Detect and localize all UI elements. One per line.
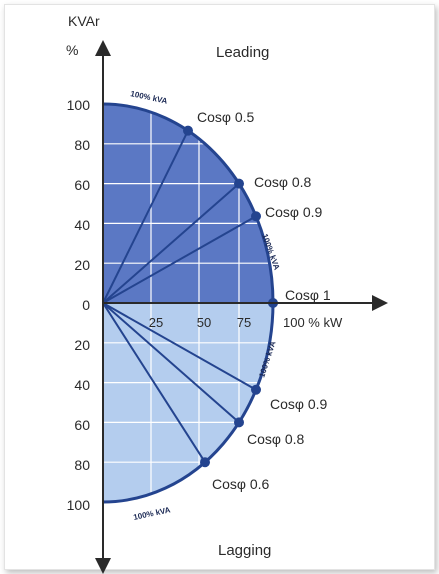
power-factor-point <box>251 384 262 395</box>
x-tick-label: 25 <box>149 315 163 330</box>
power-factor-line <box>102 130 189 304</box>
power-factor-point <box>233 417 244 428</box>
arc-label-bottom: 100% kVA <box>133 505 172 522</box>
y-tick-label: 40 <box>74 217 90 233</box>
x-tick-label: 50 <box>197 315 211 330</box>
leading-label: Leading <box>216 44 269 61</box>
x-axis-label: 100 % kW <box>283 315 343 330</box>
y-tick-label: 100 <box>67 497 91 513</box>
pf-label-leading-0-9: Cosφ 0.9 <box>265 204 323 220</box>
power-factor-point <box>233 178 244 189</box>
lagging-region <box>103 303 273 502</box>
power-factor-line <box>102 302 240 424</box>
power-factor-line <box>102 215 257 304</box>
pf-label-leading-0-5: Cosφ 0.5 <box>197 109 255 125</box>
y-tick-label: 60 <box>74 177 90 193</box>
leading-region <box>103 104 273 303</box>
pf-label-unity: Cosφ 1 <box>285 287 331 303</box>
y-tick-label: 40 <box>74 377 90 393</box>
y-tick-label: 100 <box>67 97 91 113</box>
y-axis-percent-label: % <box>66 42 78 58</box>
lagging-label: Lagging <box>218 542 271 559</box>
pf-label-leading-0-8: Cosφ 0.8 <box>254 174 312 190</box>
arc-label-top: 100% kVA <box>130 89 169 106</box>
y-tick-label: 20 <box>74 257 90 273</box>
pf-label-lagging-0-9: Cosφ 0.9 <box>270 396 328 412</box>
y-tick-label: 60 <box>74 417 90 433</box>
y-tick-label: 20 <box>74 337 90 353</box>
pf-label-lagging-0-6: Cosφ 0.6 <box>212 476 270 492</box>
y-tick-label: 80 <box>74 137 90 153</box>
power-factor-line <box>102 302 257 391</box>
x-tick-label: 75 <box>237 315 251 330</box>
y-tick-label: 80 <box>74 457 90 473</box>
power-factor-line <box>102 182 240 304</box>
power-factor-line <box>102 302 206 463</box>
power-factor-point <box>183 125 193 136</box>
power-factor-point <box>251 211 262 222</box>
y-tick-label: 0 <box>82 297 90 313</box>
y-axis-unit-label: KVAr <box>68 13 100 29</box>
power-factor-point <box>200 457 211 468</box>
pf-label-lagging-0-8: Cosφ 0.8 <box>247 431 305 447</box>
